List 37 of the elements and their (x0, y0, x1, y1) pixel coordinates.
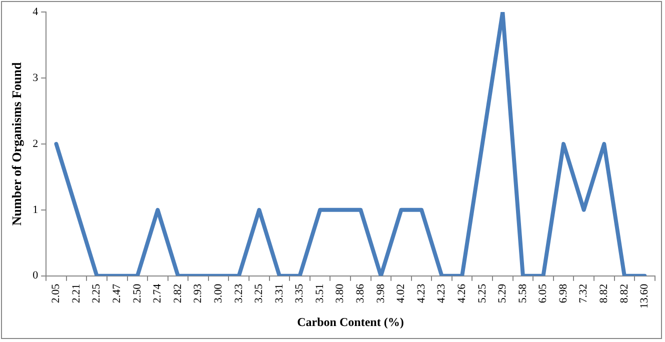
x-tick-label: 2.25 (90, 283, 103, 304)
x-tick-label: 8.82 (618, 284, 630, 304)
x-tick-label: 2.82 (172, 284, 184, 304)
x-tick-label: 2.93 (192, 283, 204, 304)
y-tick-label: 4 (32, 6, 39, 18)
x-tick-label: 2.50 (131, 283, 144, 304)
x-tick-label: 3.00 (212, 283, 224, 304)
x-tick-label: 3.80 (334, 283, 346, 304)
x-tick-label: 13.60 (638, 283, 651, 309)
x-tick-label: 2.21 (70, 284, 82, 304)
y-tick-label: 0 (32, 270, 39, 282)
x-tick-label: 4.26 (456, 283, 468, 304)
x-tick-label: 7.32 (578, 284, 590, 304)
x-tick-label: 3.51 (314, 284, 326, 304)
x-tick-label: 4.23 (415, 283, 428, 304)
x-tick-label: 3.35 (294, 283, 306, 304)
y-axis-title: Number of Organisms Found (9, 61, 24, 226)
y-tick-label: 2 (32, 138, 38, 150)
x-tick-label: 3.98 (374, 283, 387, 304)
x-tick-label: 6.05 (537, 283, 550, 304)
x-tick-label: 5.29 (496, 283, 509, 304)
x-tick-label: 2.05 (50, 283, 62, 304)
y-tick-label: 1 (32, 204, 38, 216)
y-tick-label: 3 (32, 72, 39, 84)
x-tick-label: 6.98 (557, 283, 570, 304)
x-tick-label: 3.31 (273, 284, 286, 304)
x-tick-label: 2.47 (111, 283, 124, 304)
x-tick-label: 4.02 (395, 284, 408, 304)
x-tick-label: 3.86 (354, 283, 367, 304)
x-tick-label: 3.25 (253, 283, 266, 304)
x-tick-label: 8.82 (598, 284, 610, 304)
x-tick-label: 2.74 (152, 283, 164, 304)
x-tick-label: 3.23 (232, 283, 245, 304)
x-tick-label: 5.25 (476, 283, 488, 304)
x-tick-label: 5.58 (516, 283, 529, 304)
x-axis-title: Carbon Content (%) (297, 314, 404, 329)
x-tick-label: 4.23 (436, 283, 448, 304)
